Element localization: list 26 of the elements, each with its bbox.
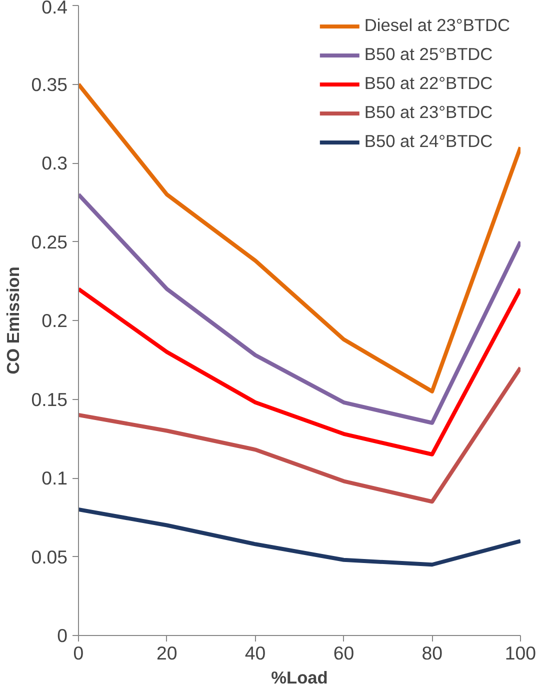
x-tick-label: 80 <box>422 642 442 664</box>
y-tick-label: 0.35 <box>31 74 68 95</box>
y-tick-label: 0.15 <box>31 388 68 410</box>
y-tick-label: 0.25 <box>31 231 68 252</box>
legend-label: B50 at 25°BTDC <box>364 44 493 65</box>
y-tick-label: 0.1 <box>42 468 68 488</box>
y-tick-label: 0.4 <box>42 0 68 18</box>
x-tick-label: 20 <box>156 642 178 664</box>
line-series <box>78 287 520 456</box>
y-tick-label: 0.3 <box>42 152 68 174</box>
x-tick-label: 60 <box>333 642 354 664</box>
y-tick-label: 0.05 <box>31 546 68 568</box>
x-tick-label: 100 <box>504 642 536 664</box>
x-tick-label: 40 <box>244 642 266 664</box>
legend-label: B50 at 24°BTDC <box>364 131 493 152</box>
y-axis-title: CO Emission <box>3 266 24 374</box>
legend-label: Diesel at 23°BTDC <box>364 15 510 36</box>
line-series <box>78 508 520 567</box>
x-tick-label: 0 <box>73 642 84 664</box>
y-tick-label: 0 <box>57 625 68 646</box>
legend-label: B50 at 22°BTDC <box>364 73 493 94</box>
x-axis-title: %Load <box>271 668 328 688</box>
y-tick-label: 0.2 <box>42 310 68 331</box>
legend-label: B50 at 23°BTDC <box>364 102 493 123</box>
line-series <box>78 366 520 504</box>
line-series <box>78 192 520 425</box>
